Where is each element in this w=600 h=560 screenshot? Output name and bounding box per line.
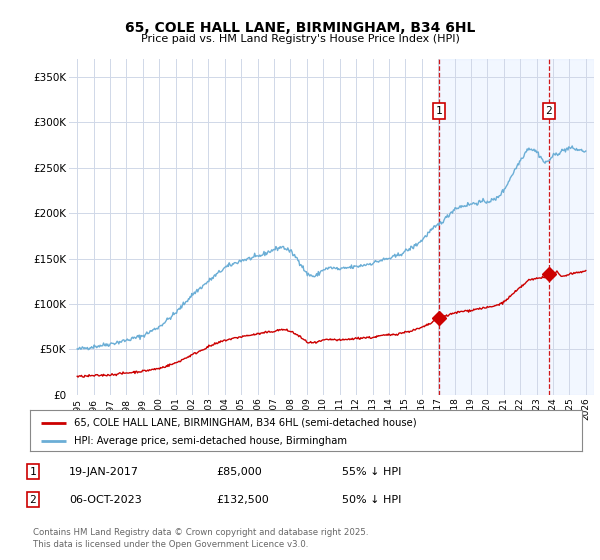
Bar <box>439 59 594 395</box>
Text: 50% ↓ HPI: 50% ↓ HPI <box>342 494 401 505</box>
Text: £85,000: £85,000 <box>216 466 262 477</box>
Text: 2: 2 <box>29 494 37 505</box>
Text: 55% ↓ HPI: 55% ↓ HPI <box>342 466 401 477</box>
Text: HPI: Average price, semi-detached house, Birmingham: HPI: Average price, semi-detached house,… <box>74 436 347 446</box>
Text: 06-OCT-2023: 06-OCT-2023 <box>69 494 142 505</box>
Text: 1: 1 <box>29 466 37 477</box>
Text: 2: 2 <box>545 106 552 116</box>
Text: 65, COLE HALL LANE, BIRMINGHAM, B34 6HL (semi-detached house): 65, COLE HALL LANE, BIRMINGHAM, B34 6HL … <box>74 418 417 428</box>
Text: Price paid vs. HM Land Registry's House Price Index (HPI): Price paid vs. HM Land Registry's House … <box>140 34 460 44</box>
Text: 1: 1 <box>436 106 442 116</box>
Text: Contains HM Land Registry data © Crown copyright and database right 2025.
This d: Contains HM Land Registry data © Crown c… <box>33 528 368 549</box>
Text: 19-JAN-2017: 19-JAN-2017 <box>69 466 139 477</box>
Text: 65, COLE HALL LANE, BIRMINGHAM, B34 6HL: 65, COLE HALL LANE, BIRMINGHAM, B34 6HL <box>125 21 475 35</box>
Text: £132,500: £132,500 <box>216 494 269 505</box>
